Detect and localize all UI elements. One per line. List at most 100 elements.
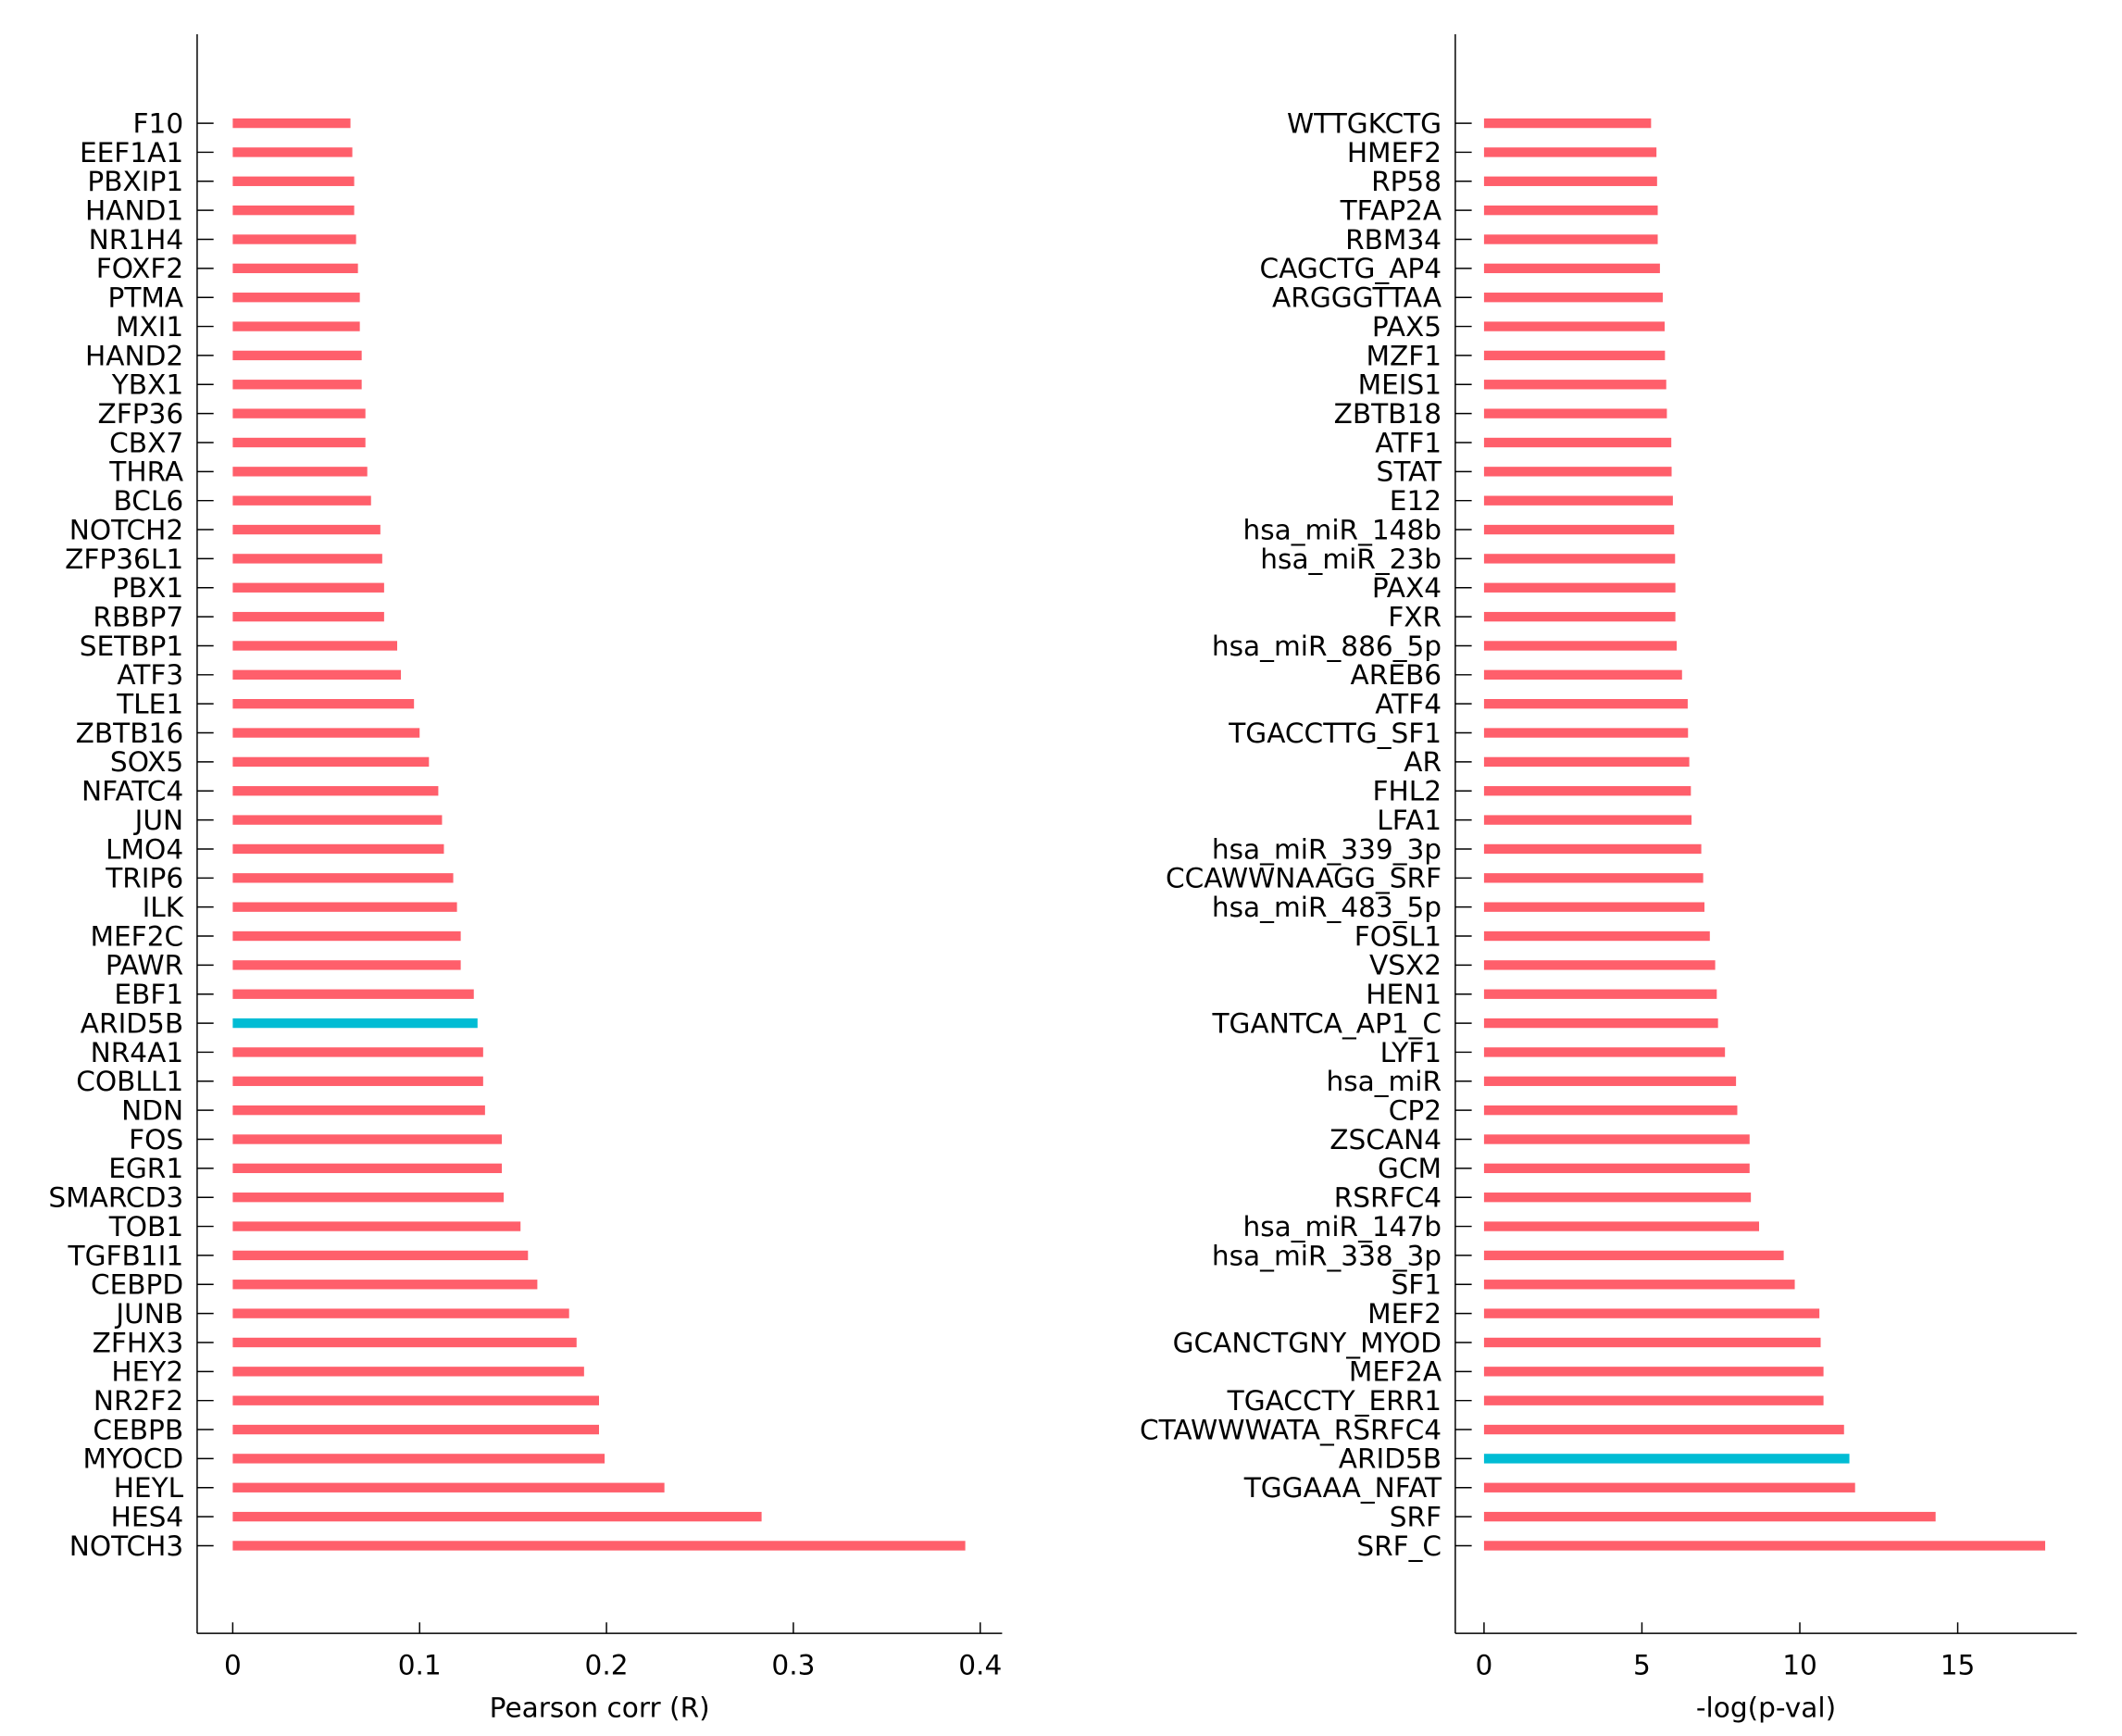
- y-tick-label: CTAWWWATA_RSRFC4: [1140, 1414, 1442, 1445]
- bar: [232, 176, 355, 186]
- bar: [232, 756, 430, 768]
- y-tick-label: MEF2C: [91, 920, 184, 952]
- bar: [1483, 293, 1663, 303]
- y-tick-label: CAGCTG_AP4: [1260, 253, 1442, 284]
- bar: [232, 1250, 529, 1261]
- bar: [232, 147, 353, 157]
- bar: [232, 989, 474, 999]
- x-tick-label: 0: [1476, 1649, 1493, 1680]
- y-tick-label: PTMA: [108, 282, 184, 314]
- bar: [1483, 669, 1682, 680]
- y-tick-label: hsa_miR_147b: [1243, 1211, 1442, 1243]
- y-tick-label: hsa_miR_339_3p: [1212, 833, 1442, 865]
- bar: [1483, 611, 1676, 622]
- y-tick-label: hsa_miR_23b: [1260, 543, 1442, 575]
- x-tick-label: 5: [1633, 1649, 1651, 1680]
- y-tick-label: PAX4: [1372, 572, 1442, 604]
- y-tick-label: EBF1: [114, 979, 183, 1010]
- y-tick-label: JUN: [133, 805, 183, 836]
- y-tick-label: NOTCH2: [69, 514, 183, 545]
- y-tick-label: NR2F2: [94, 1385, 183, 1417]
- bar: [1483, 1076, 1737, 1086]
- bar: [232, 1367, 584, 1377]
- bar: [1483, 1018, 1718, 1029]
- bar: [1483, 1193, 1752, 1203]
- x-axis-label-right: -log(p-val): [1696, 1692, 1836, 1723]
- y-tick-label: MZF1: [1367, 340, 1442, 371]
- y-tick-label: RBBP7: [93, 601, 183, 632]
- bar: [1483, 1308, 1820, 1318]
- y-tick-label: FOS: [129, 1124, 183, 1155]
- y-tick-label: SF1: [1392, 1269, 1442, 1301]
- bar: [1483, 1482, 1855, 1492]
- y-tick-label: CP2: [1389, 1094, 1442, 1126]
- left-panel-pearson: Pearson corr (R) 0 0.1 0.2 0.3 0.4F10EEF1A1P…: [48, 33, 1003, 1723]
- bar: [232, 437, 366, 448]
- y-tick-label: ARID5B: [81, 1007, 183, 1039]
- y-tick-label: COBLL1: [76, 1066, 183, 1097]
- y-tick-label: PBXIP1: [87, 166, 183, 197]
- y-tick-label: FXR: [1388, 601, 1442, 632]
- y-tick-label: SRF_C: [1356, 1530, 1442, 1562]
- bar: [232, 118, 351, 129]
- bar: [1483, 524, 1675, 535]
- y-tick-label: SRF: [1390, 1501, 1442, 1532]
- bar: [232, 960, 461, 970]
- y-tick-label: ATF3: [117, 659, 183, 691]
- y-tick-label: E12: [1390, 485, 1442, 517]
- y-tick-label: ZFP36: [97, 398, 183, 430]
- bar: [232, 1105, 485, 1116]
- bar: [1483, 873, 1704, 883]
- x-tick-label: 0.1: [398, 1649, 442, 1680]
- y-tick-label: CBX7: [109, 427, 183, 458]
- y-tick-label: SMARCD3: [48, 1182, 183, 1214]
- bar: [232, 728, 420, 738]
- bar: [232, 815, 443, 825]
- y-tick-label: PAX5: [1372, 311, 1442, 343]
- x-axis-label-left: Pearson corr (R): [490, 1692, 710, 1723]
- y-tick-label: hsa_miR_148b: [1243, 514, 1442, 545]
- y-tick-label: THRA: [108, 456, 183, 488]
- bar: [1483, 1395, 1824, 1405]
- bar: [1483, 147, 1657, 157]
- bar: [232, 873, 454, 883]
- bar: [232, 699, 415, 709]
- bar: [232, 495, 371, 506]
- y-tick-label: hsa_miR_338_3p: [1212, 1240, 1442, 1271]
- right-panel-pvalue: -log(p-val) 0 5 10 15 WTTGKCTGHMEF2RP58TFAP2…: [1140, 33, 2078, 1723]
- x-tick-label: 10: [1782, 1649, 1817, 1680]
- y-tick-label: ZBTB16: [76, 718, 183, 749]
- y-tick-label: EEF1A1: [80, 137, 183, 169]
- bar: [1483, 843, 1702, 855]
- bar: [1483, 263, 1660, 274]
- bar: [232, 350, 362, 361]
- y-tick-label: GCANCTGNY_MYOD: [1173, 1327, 1442, 1358]
- x-tick-label: 0.2: [585, 1649, 629, 1680]
- y-tick-label: ZBTB18: [1334, 398, 1442, 430]
- y-tick-label: LFA1: [1377, 805, 1442, 836]
- y-tick-label: TFAP2A: [1340, 194, 1442, 226]
- y-tick-label: ILK: [143, 892, 184, 923]
- bar: [1483, 1047, 1726, 1057]
- bar: [232, 1424, 599, 1435]
- bar: [232, 1163, 503, 1174]
- bar: [1483, 321, 1666, 331]
- bar: [232, 1541, 966, 1551]
- bar: [1483, 641, 1677, 651]
- y-tick-label: HEYL: [114, 1472, 184, 1504]
- y-tick-label: MEIS1: [1358, 369, 1442, 401]
- y-tick-label: NDN: [121, 1094, 183, 1126]
- bar: [232, 1280, 538, 1290]
- bar: [1483, 1163, 1750, 1174]
- bar-highlight: [232, 1018, 478, 1029]
- x-tick-label: 15: [1941, 1649, 1976, 1680]
- y-tick-label: NFATC4: [81, 776, 183, 807]
- y-tick-label: hsa_miR: [1326, 1066, 1442, 1097]
- y-tick-label: FOSL1: [1354, 920, 1442, 952]
- y-tick-label: CEBPD: [91, 1269, 183, 1301]
- y-tick-label: TLE1: [116, 689, 183, 720]
- y-tick-label: ZFP36L1: [65, 543, 183, 575]
- x-tick-label: 0.4: [958, 1649, 1002, 1680]
- bar: [232, 524, 381, 535]
